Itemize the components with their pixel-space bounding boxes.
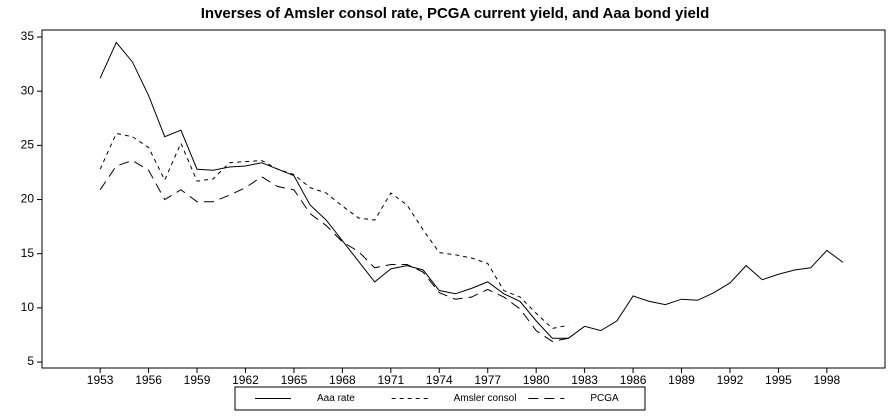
x-tick-label: 1956 — [135, 373, 162, 387]
x-tick-label: 1995 — [765, 373, 792, 387]
x-tick-label: 1971 — [377, 373, 404, 387]
series-line — [99, 159, 569, 342]
y-tick-label: 20 — [21, 192, 35, 206]
y-tick-label: 30 — [21, 83, 35, 97]
x-tick-label: 1962 — [232, 373, 259, 387]
x-tick-label: 1974 — [426, 373, 453, 387]
y-tick-label: 5 — [27, 354, 34, 368]
x-tick-label: 1968 — [329, 373, 356, 387]
x-tick-label: 1977 — [474, 373, 501, 387]
x-tick-label: 1953 — [87, 373, 114, 387]
legend-label: PCGA — [590, 393, 619, 404]
x-tick-label: 1998 — [814, 373, 841, 387]
x-tick-label: 1989 — [668, 373, 695, 387]
series-line — [99, 41, 844, 339]
legend-label: Amsler consol — [454, 393, 517, 404]
legend-label: Aaa rate — [317, 393, 355, 404]
legend-box — [234, 386, 646, 411]
x-tick-label: 1992 — [717, 373, 744, 387]
series-line — [99, 132, 569, 330]
x-tick-label: 1983 — [571, 373, 598, 387]
x-tick-label: 1959 — [184, 373, 211, 387]
y-tick-label: 35 — [21, 29, 35, 43]
plot-frame — [41, 29, 886, 369]
chart-title: Inverses of Amsler consol rate, PCGA cur… — [201, 5, 709, 22]
x-tick-label: 1986 — [620, 373, 647, 387]
y-tick-label: 25 — [21, 138, 35, 152]
y-tick-label: 15 — [21, 246, 35, 260]
y-tick-label: 10 — [21, 300, 35, 314]
x-tick-label: 1965 — [281, 373, 308, 387]
x-tick-label: 1980 — [523, 373, 550, 387]
